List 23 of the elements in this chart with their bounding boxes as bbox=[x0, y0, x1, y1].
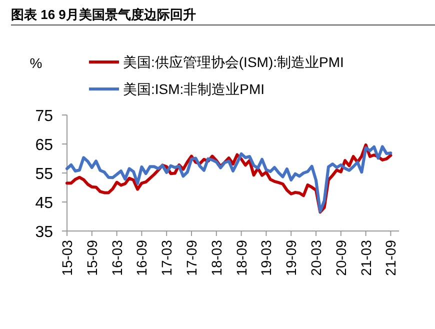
x-tick-label: 17-09 bbox=[184, 240, 200, 276]
y-tick-label: 55 bbox=[35, 166, 54, 183]
x-tick-label: 15-09 bbox=[84, 240, 100, 276]
x-tick-label: 18-03 bbox=[208, 240, 224, 276]
x-tick-label: 19-03 bbox=[258, 240, 274, 276]
chart-title: 图表 16 9月美国景气度边际回升 bbox=[11, 7, 196, 22]
legend-label: 美国:供应管理协会(ISM):制造业PMI bbox=[123, 54, 344, 70]
y-axis-title: % bbox=[30, 55, 42, 71]
legend-label: 美国:ISM:非制造业PMI bbox=[123, 81, 265, 97]
x-tick-label: 21-03 bbox=[358, 240, 374, 276]
x-tick-label: 15-03 bbox=[59, 240, 75, 276]
x-tick-label: 20-03 bbox=[308, 240, 324, 276]
x-tick-label: 17-03 bbox=[158, 240, 175, 276]
y-tick-label: 75 bbox=[35, 108, 54, 125]
x-tick-label: 16-03 bbox=[108, 240, 125, 276]
y-tick-label: 35 bbox=[35, 224, 54, 241]
x-tick-label: 19-09 bbox=[283, 240, 300, 276]
x-tick-label: 21-09 bbox=[382, 240, 399, 276]
x-tick-label: 18-09 bbox=[233, 240, 250, 276]
x-tick-label: 16-09 bbox=[134, 240, 150, 276]
x-tick-label: 20-09 bbox=[332, 240, 349, 276]
y-tick-label: 65 bbox=[35, 137, 54, 154]
y-tick-label: 45 bbox=[35, 195, 54, 212]
